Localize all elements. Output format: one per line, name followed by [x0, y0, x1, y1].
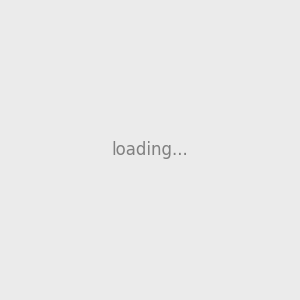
Text: loading...: loading...	[112, 141, 188, 159]
